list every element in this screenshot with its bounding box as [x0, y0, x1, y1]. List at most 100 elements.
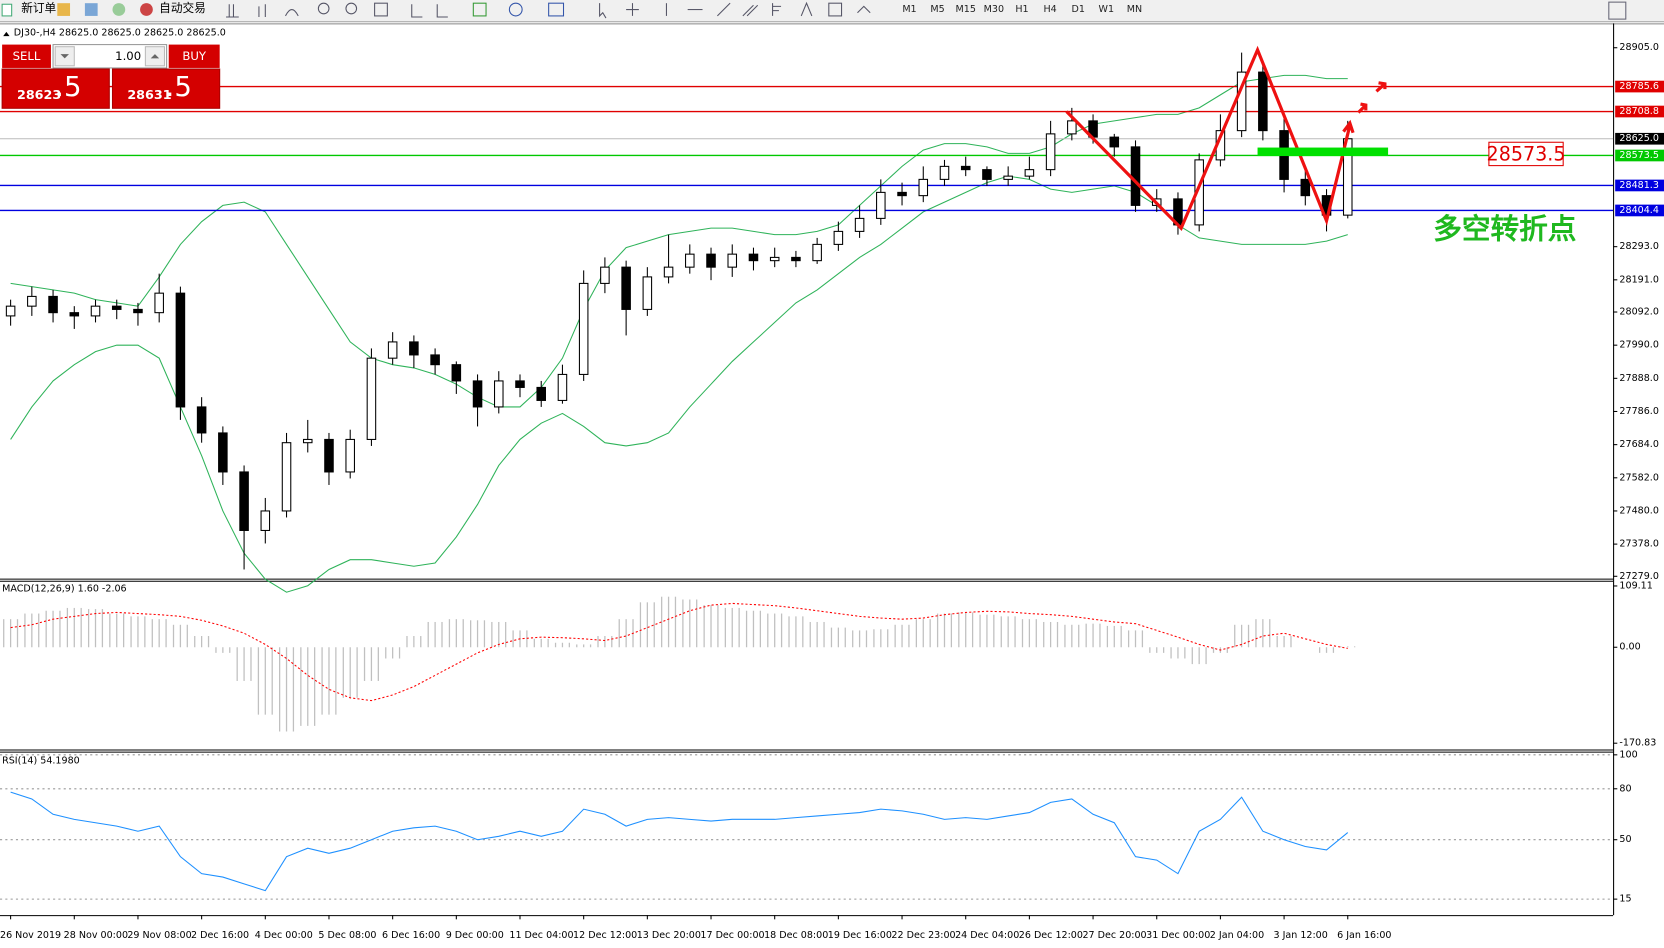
x-tick-label: 26 Nov 2019 — [0, 930, 61, 941]
candle-body — [727, 253, 738, 268]
candle-body — [1258, 71, 1268, 132]
icon[interactable] — [411, 4, 423, 18]
icon[interactable] — [112, 3, 126, 16]
x-tick-label: 12 Dec 12:00 — [573, 930, 637, 941]
sell-button[interactable] — [2, 44, 51, 68]
candle-body — [387, 341, 398, 359]
candle-body — [345, 438, 355, 473]
icon[interactable] — [258, 4, 266, 17]
timeframe[interactable]: D1 — [1071, 4, 1084, 15]
search[interactable] — [1608, 1, 1627, 20]
x-tick-label: 3 Jan 12:00 — [1273, 930, 1327, 941]
price-label: 28573.5 — [1619, 150, 1658, 161]
timeframe[interactable]: H1 — [1015, 4, 1028, 15]
icon[interactable] — [374, 2, 388, 17]
icon[interactable] — [226, 4, 239, 18]
candle-body — [960, 165, 971, 171]
macd-signal — [10, 602, 1348, 702]
candle-body — [218, 432, 228, 473]
toolbar-icons — [226, 1, 871, 19]
price-label-box — [1615, 149, 1664, 162]
candle-body — [769, 256, 780, 262]
x-tick-label: 2 Dec 16:00 — [191, 930, 249, 941]
icon[interactable] — [140, 3, 153, 16]
bid-price[interactable]: 28623 — [17, 88, 61, 103]
macd-title: MACD(12,26,9) 1.60 -2.06 — [2, 584, 127, 595]
icon[interactable] — [472, 2, 487, 17]
bid-box[interactable] — [1, 68, 110, 109]
buy-label[interactable]: BUY — [182, 49, 207, 63]
auto-trading[interactable]: 自动交易 — [159, 1, 206, 15]
candle-body — [557, 373, 568, 401]
icon[interactable] — [508, 2, 523, 17]
y-tick-label: 27786.0 — [1619, 406, 1658, 417]
sell-label[interactable]: SELL — [13, 49, 41, 63]
timeframe[interactable]: M5 — [930, 4, 944, 15]
icon[interactable] — [828, 2, 843, 17]
ask-pips[interactable]: .5 — [166, 70, 192, 103]
price-label: 28481.3 — [1619, 180, 1658, 191]
icon[interactable] — [57, 3, 71, 16]
level-highlight — [1257, 147, 1389, 157]
timeframe[interactable]: MN — [1127, 4, 1142, 15]
candle-body — [1300, 178, 1311, 197]
icon[interactable] — [1, 3, 13, 17]
bid-pips[interactable]: .5 — [55, 70, 81, 103]
zigzag — [1065, 45, 1352, 232]
icon[interactable] — [284, 9, 299, 17]
candle-body — [175, 292, 186, 408]
timeframe[interactable]: W1 — [1099, 4, 1115, 15]
icon[interactable] — [436, 4, 448, 18]
buy-button[interactable] — [168, 44, 220, 68]
icon[interactable] — [345, 2, 358, 15]
one-click-trading: SELL 1.00 BUY 28623 .5 28631 .5 — [1, 44, 221, 109]
candle-body — [1045, 133, 1056, 171]
x-tick-label: 13 Dec 20:00 — [637, 930, 701, 941]
price-label-box — [1615, 179, 1664, 192]
candle-body — [324, 438, 334, 473]
lots-value[interactable]: 1.00 — [115, 49, 141, 63]
y-tick-label: 28191.0 — [1619, 274, 1658, 285]
price-label: 28708.8 — [1619, 106, 1658, 117]
y-tick-label: 27990.0 — [1619, 340, 1658, 351]
y-tick-label: 28092.0 — [1619, 307, 1658, 318]
candle-body — [748, 253, 759, 262]
candle-body — [281, 442, 292, 512]
icon[interactable] — [548, 2, 565, 17]
arrow — [1375, 81, 1387, 93]
y-tick-label: 28293.0 — [1619, 241, 1658, 252]
candle-body — [876, 191, 886, 219]
y-tick-label: 15 — [1619, 894, 1631, 905]
icon[interactable] — [599, 3, 607, 19]
arrow-head — [1342, 119, 1355, 134]
candle-body — [5, 305, 16, 317]
y-tick-label: 27582.0 — [1619, 472, 1658, 483]
x-tick-label: 9 Dec 00:00 — [446, 930, 504, 941]
candle-body — [685, 253, 695, 268]
icon[interactable] — [857, 5, 871, 14]
timeframe[interactable]: H4 — [1043, 4, 1056, 15]
annotation: 多空转折点 — [1433, 211, 1576, 245]
candle-body — [472, 380, 483, 408]
timeframe[interactable]: M30 — [984, 4, 1004, 15]
icon[interactable] — [772, 3, 782, 16]
ask-price[interactable]: 28631 — [127, 88, 171, 103]
candle-body — [621, 266, 631, 310]
icon[interactable] — [84, 3, 98, 16]
new-order[interactable]: 新订单 — [21, 1, 56, 15]
price-label-box — [1615, 105, 1664, 118]
timeframe[interactable]: M15 — [956, 4, 976, 15]
ask-box[interactable] — [111, 68, 221, 109]
icon[interactable] — [742, 4, 759, 17]
y-tick-label: -170.83 — [1619, 738, 1656, 749]
candle-body — [154, 292, 164, 314]
icon[interactable] — [717, 2, 731, 17]
timeframe[interactable]: M1 — [902, 4, 916, 15]
lots-input[interactable] — [52, 44, 168, 69]
icon[interactable] — [626, 3, 639, 16]
y-tick-label: 27378.0 — [1619, 539, 1658, 550]
icon[interactable] — [317, 2, 330, 15]
candle-body — [706, 253, 716, 268]
candle-body — [111, 305, 122, 310]
icon[interactable] — [800, 1, 813, 17]
